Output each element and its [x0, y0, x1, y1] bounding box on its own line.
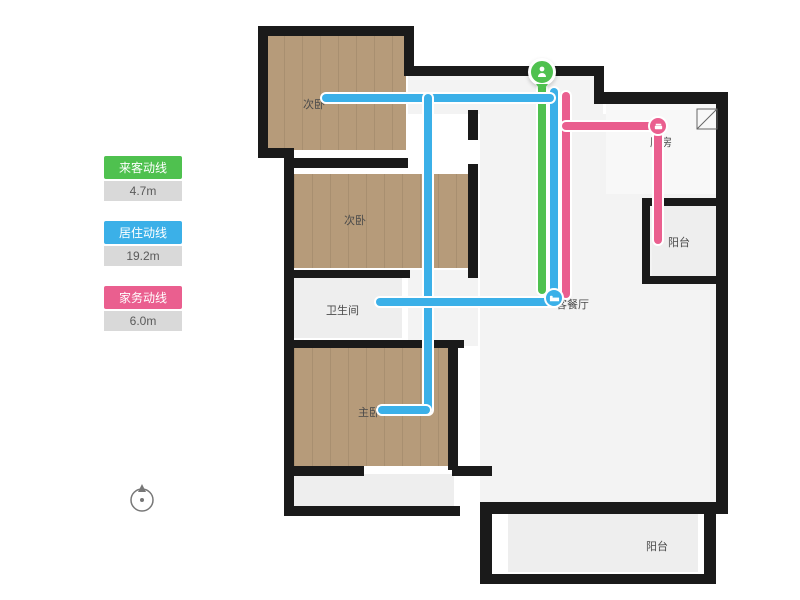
path-segment [376, 298, 556, 306]
path-segment [424, 94, 432, 414]
wall [480, 502, 492, 582]
legend-label: 家务动线 [104, 286, 182, 309]
wall [468, 110, 478, 140]
path-segment [654, 122, 662, 244]
room-entry-void [294, 474, 454, 506]
wall [642, 198, 650, 284]
legend: 来客动线 4.7m 居住动线 19.2m 家务动线 6.0m [104, 156, 182, 351]
wall [258, 26, 414, 36]
path-segment [550, 88, 558, 298]
legend-label: 来客动线 [104, 156, 182, 179]
wall [284, 466, 364, 476]
wall [480, 502, 728, 514]
floorplan-canvas: 来客动线 4.7m 居住动线 19.2m 家务动线 6.0m 次卧次卧卫生间主卧… [0, 0, 800, 600]
wall [284, 158, 294, 514]
wall [284, 158, 408, 168]
legend-value: 6.0m [104, 311, 182, 331]
bed-icon [544, 288, 564, 308]
compass-icon [124, 478, 160, 514]
wall [594, 92, 726, 104]
wall [452, 466, 492, 476]
wall [284, 340, 464, 348]
wall [716, 280, 728, 512]
wall [284, 270, 410, 278]
path-segment [378, 406, 430, 414]
guest-marker-icon [528, 58, 556, 94]
wall [448, 340, 458, 470]
wall [468, 164, 478, 278]
room-corr-left [408, 270, 478, 346]
wall [642, 276, 728, 284]
path-segment [322, 94, 554, 102]
legend-value: 19.2m [104, 246, 182, 266]
room-bedroom-mid [294, 174, 470, 268]
legend-item-guest: 来客动线 4.7m [104, 156, 182, 201]
floor-plan: 次卧次卧卫生间主卧客餐厅厨房阳台阳台 [248, 14, 758, 594]
wall [704, 502, 716, 582]
wall [404, 66, 604, 76]
wall [284, 506, 460, 516]
room-balcony-s [508, 514, 698, 572]
path-segment [562, 122, 662, 130]
path-segment [538, 84, 546, 294]
legend-item-housework: 家务动线 6.0m [104, 286, 182, 331]
legend-value: 4.7m [104, 181, 182, 201]
wall [480, 574, 716, 584]
pot-icon [648, 116, 668, 136]
wall [258, 148, 294, 158]
window-icon [696, 108, 718, 135]
wall [258, 26, 268, 156]
legend-item-living: 居住动线 19.2m [104, 221, 182, 266]
legend-label: 居住动线 [104, 221, 182, 244]
room-bathroom [294, 278, 402, 338]
